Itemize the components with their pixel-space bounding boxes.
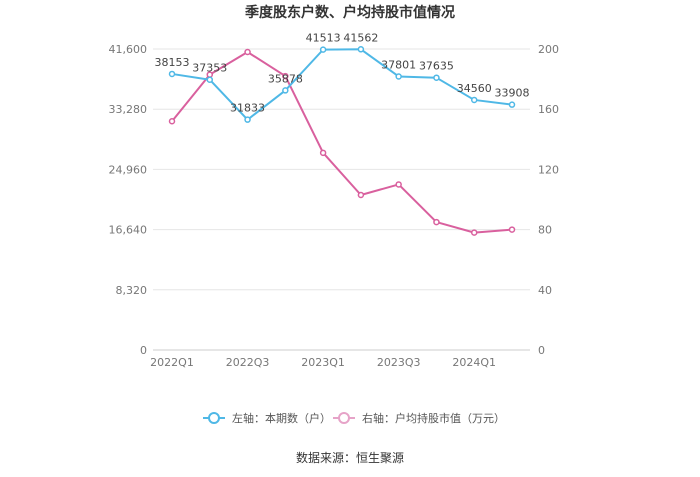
legend-label-right: 右轴：户均持股市值（万元） (362, 411, 505, 425)
data-point-right (168, 117, 176, 125)
data-label: 37635 (419, 60, 454, 73)
right-axis-ticks: 0 40 80 120 160 200 (538, 43, 559, 357)
data-label: 33908 (495, 87, 530, 100)
x-axis-tick-label: 2022Q3 (226, 356, 270, 369)
data-point-right (433, 218, 440, 226)
x-axis-tick-label: 2022Q1 (150, 356, 194, 369)
data-point-left (433, 74, 440, 81)
series-layer: 38153 37353 31833 35878 41513 41562 37801 37635… (155, 31, 530, 236)
left-axis-tick-label: 33,280 (109, 103, 148, 116)
data-point-right (319, 149, 327, 157)
data-point-right (470, 229, 478, 236)
legend-item-right-series[interactable]: 右轴：户均持股市值（万元） (333, 411, 505, 425)
data-point-right (508, 226, 516, 233)
right-axis-tick-label: 160 (538, 103, 559, 116)
data-label: 37801 (381, 58, 416, 71)
right-axis-tick-label: 120 (538, 163, 559, 176)
data-label: 37353 (192, 62, 227, 75)
series-right (168, 48, 516, 236)
data-point-left (244, 116, 251, 123)
data-label: 31833 (230, 102, 265, 115)
data-point-right (282, 72, 289, 80)
series-line-right (171, 51, 513, 234)
left-axis-tick-label: 0 (140, 344, 147, 357)
right-axis-tick-label: 40 (538, 284, 552, 297)
right-axis-tick-label: 0 (538, 344, 545, 357)
legend-item-left-series[interactable]: 左轴：本期数（户） (203, 411, 331, 425)
data-label: 38153 (155, 56, 190, 69)
chart-title: 季度股东户数、户均持股市值情况 (244, 4, 455, 21)
data-label: 41513 (306, 32, 341, 45)
series-left: 38153 37353 31833 35878 41513 41562 37801 37635… (155, 31, 530, 123)
data-point-right (395, 181, 402, 188)
data-label: 34560 (457, 82, 492, 95)
data-point-left (395, 73, 402, 80)
left-axis-tick-label: 24,960 (109, 163, 148, 176)
source-text: 数据来源：恒生聚源 (296, 450, 404, 465)
legend: 左轴：本期数（户） 右轴：户均持股市值（万元） (203, 411, 505, 425)
legend-marker-right (338, 412, 350, 424)
left-axis-tick-label: 41,600 (109, 43, 148, 56)
data-label: 35878 (268, 72, 303, 85)
x-axis-tick-label: 2023Q3 (377, 356, 421, 369)
data-point-right (357, 191, 365, 199)
data-point-left (282, 87, 289, 94)
legend-marker-left (208, 412, 220, 424)
x-axis-tick-label: 2024Q1 (452, 356, 496, 369)
x-axis-ticks: 2022Q1 2022Q3 2023Q1 2023Q3 2024Q1 (150, 356, 496, 369)
data-label: 41562 (343, 31, 378, 44)
data-point-right (244, 48, 251, 56)
left-axis-ticks: 0 8,320 16,640 24,960 33,280 41,600 (109, 43, 148, 357)
data-point-left (168, 70, 176, 78)
left-axis-tick-label: 8,320 (116, 284, 148, 297)
right-axis-tick-label: 200 (538, 43, 559, 56)
data-point-left (470, 96, 478, 104)
legend-label-left: 左轴：本期数（户） (232, 411, 331, 425)
left-axis-tick-label: 16,640 (109, 224, 148, 237)
right-axis-tick-label: 80 (538, 224, 552, 237)
data-point-left (319, 46, 327, 53)
data-point-left (508, 101, 516, 108)
data-point-left (206, 76, 214, 83)
data-point-left (357, 46, 365, 53)
series-line-left (171, 48, 513, 121)
x-axis-tick-label: 2023Q1 (301, 356, 345, 369)
